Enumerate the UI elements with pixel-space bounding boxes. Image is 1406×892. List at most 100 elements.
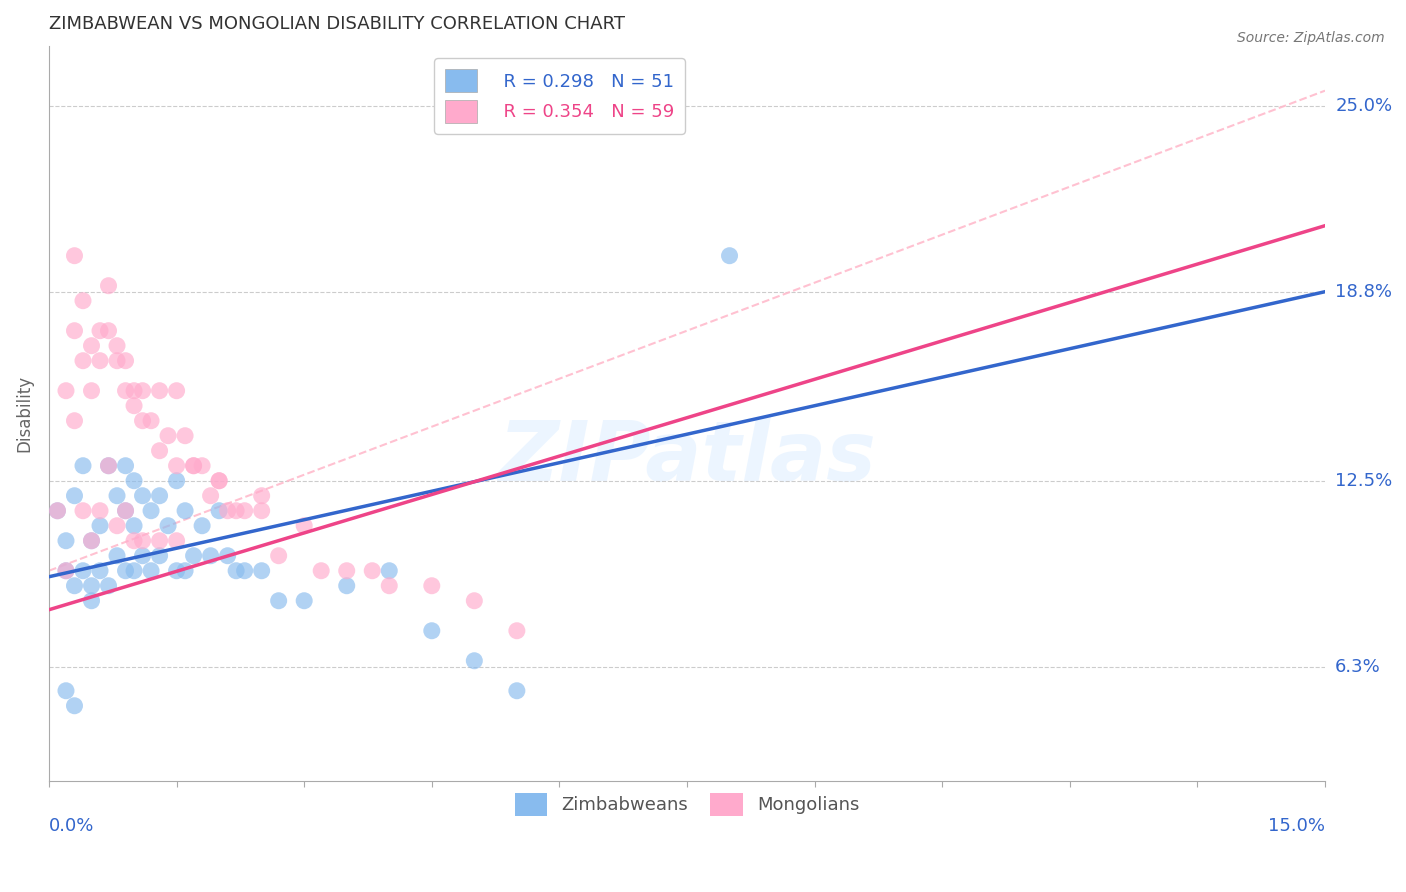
Point — [166, 384, 188, 398]
Point — [336, 564, 359, 578]
Point — [131, 549, 153, 563]
Point — [114, 384, 136, 398]
Point — [114, 504, 136, 518]
Point — [63, 698, 86, 713]
Point — [208, 474, 231, 488]
Text: 18.8%: 18.8% — [1336, 283, 1392, 301]
Point — [122, 533, 145, 548]
Point — [208, 504, 231, 518]
Point — [183, 458, 205, 473]
Point — [166, 474, 188, 488]
Point — [80, 339, 103, 353]
Point — [336, 579, 359, 593]
Point — [233, 564, 256, 578]
Point — [250, 564, 273, 578]
Point — [148, 443, 170, 458]
Point — [72, 353, 94, 368]
Point — [80, 593, 103, 607]
Point — [114, 504, 136, 518]
Point — [97, 458, 120, 473]
Point — [200, 489, 222, 503]
Point — [122, 399, 145, 413]
Point — [139, 414, 162, 428]
Text: 15.0%: 15.0% — [1268, 817, 1324, 835]
Point — [105, 339, 128, 353]
Point — [89, 518, 111, 533]
Point — [114, 458, 136, 473]
Point — [55, 683, 77, 698]
Point — [174, 564, 197, 578]
Text: 25.0%: 25.0% — [1336, 96, 1392, 115]
Point — [72, 564, 94, 578]
Point — [157, 518, 180, 533]
Point — [267, 549, 290, 563]
Text: Source: ZipAtlas.com: Source: ZipAtlas.com — [1237, 31, 1385, 45]
Point — [89, 324, 111, 338]
Point — [105, 489, 128, 503]
Point — [80, 579, 103, 593]
Point — [122, 564, 145, 578]
Point — [105, 549, 128, 563]
Point — [292, 593, 315, 607]
Point — [148, 489, 170, 503]
Point — [217, 549, 239, 563]
Point — [463, 654, 485, 668]
Y-axis label: Disability: Disability — [15, 375, 32, 451]
Text: 6.3%: 6.3% — [1336, 657, 1381, 676]
Point — [105, 518, 128, 533]
Point — [191, 458, 214, 473]
Text: ZIMBABWEAN VS MONGOLIAN DISABILITY CORRELATION CHART: ZIMBABWEAN VS MONGOLIAN DISABILITY CORRE… — [49, 15, 626, 33]
Point — [267, 593, 290, 607]
Point — [122, 384, 145, 398]
Point — [63, 489, 86, 503]
Point — [183, 458, 205, 473]
Point — [166, 533, 188, 548]
Point — [63, 414, 86, 428]
Point — [46, 504, 69, 518]
Point — [139, 564, 162, 578]
Point — [55, 384, 77, 398]
Point — [420, 624, 443, 638]
Point — [506, 624, 529, 638]
Point — [506, 683, 529, 698]
Point — [463, 593, 485, 607]
Point — [97, 579, 120, 593]
Point — [148, 384, 170, 398]
Point — [105, 353, 128, 368]
Point — [89, 353, 111, 368]
Point — [63, 249, 86, 263]
Point — [80, 533, 103, 548]
Point — [183, 549, 205, 563]
Point — [131, 384, 153, 398]
Point — [250, 504, 273, 518]
Point — [131, 414, 153, 428]
Point — [250, 489, 273, 503]
Point — [131, 533, 153, 548]
Text: 0.0%: 0.0% — [49, 817, 94, 835]
Point — [174, 428, 197, 442]
Point — [217, 504, 239, 518]
Point — [72, 504, 94, 518]
Point — [378, 564, 401, 578]
Point — [55, 564, 77, 578]
Point — [225, 564, 247, 578]
Point — [55, 533, 77, 548]
Text: ZIPatlas: ZIPatlas — [498, 417, 876, 498]
Point — [225, 504, 247, 518]
Point — [378, 579, 401, 593]
Point — [309, 564, 332, 578]
Point — [292, 518, 315, 533]
Point — [72, 458, 94, 473]
Point — [97, 324, 120, 338]
Legend: Zimbabweans, Mongolians: Zimbabweans, Mongolians — [508, 786, 866, 823]
Point — [233, 504, 256, 518]
Point — [148, 533, 170, 548]
Point — [46, 504, 69, 518]
Point — [89, 564, 111, 578]
Point — [148, 549, 170, 563]
Point — [174, 504, 197, 518]
Point — [122, 518, 145, 533]
Point — [89, 504, 111, 518]
Point — [208, 474, 231, 488]
Point — [157, 428, 180, 442]
